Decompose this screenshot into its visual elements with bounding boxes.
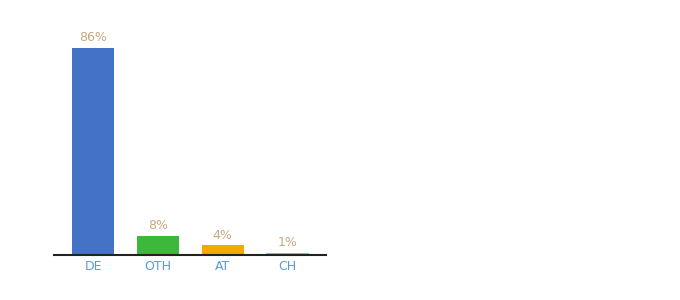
Bar bbox=[137, 236, 179, 255]
Text: 1%: 1% bbox=[277, 236, 297, 249]
Text: 4%: 4% bbox=[213, 229, 233, 242]
Text: 8%: 8% bbox=[148, 219, 168, 232]
Text: 86%: 86% bbox=[80, 32, 107, 44]
Bar bbox=[267, 253, 309, 255]
Bar bbox=[72, 48, 114, 255]
Bar bbox=[202, 245, 244, 255]
